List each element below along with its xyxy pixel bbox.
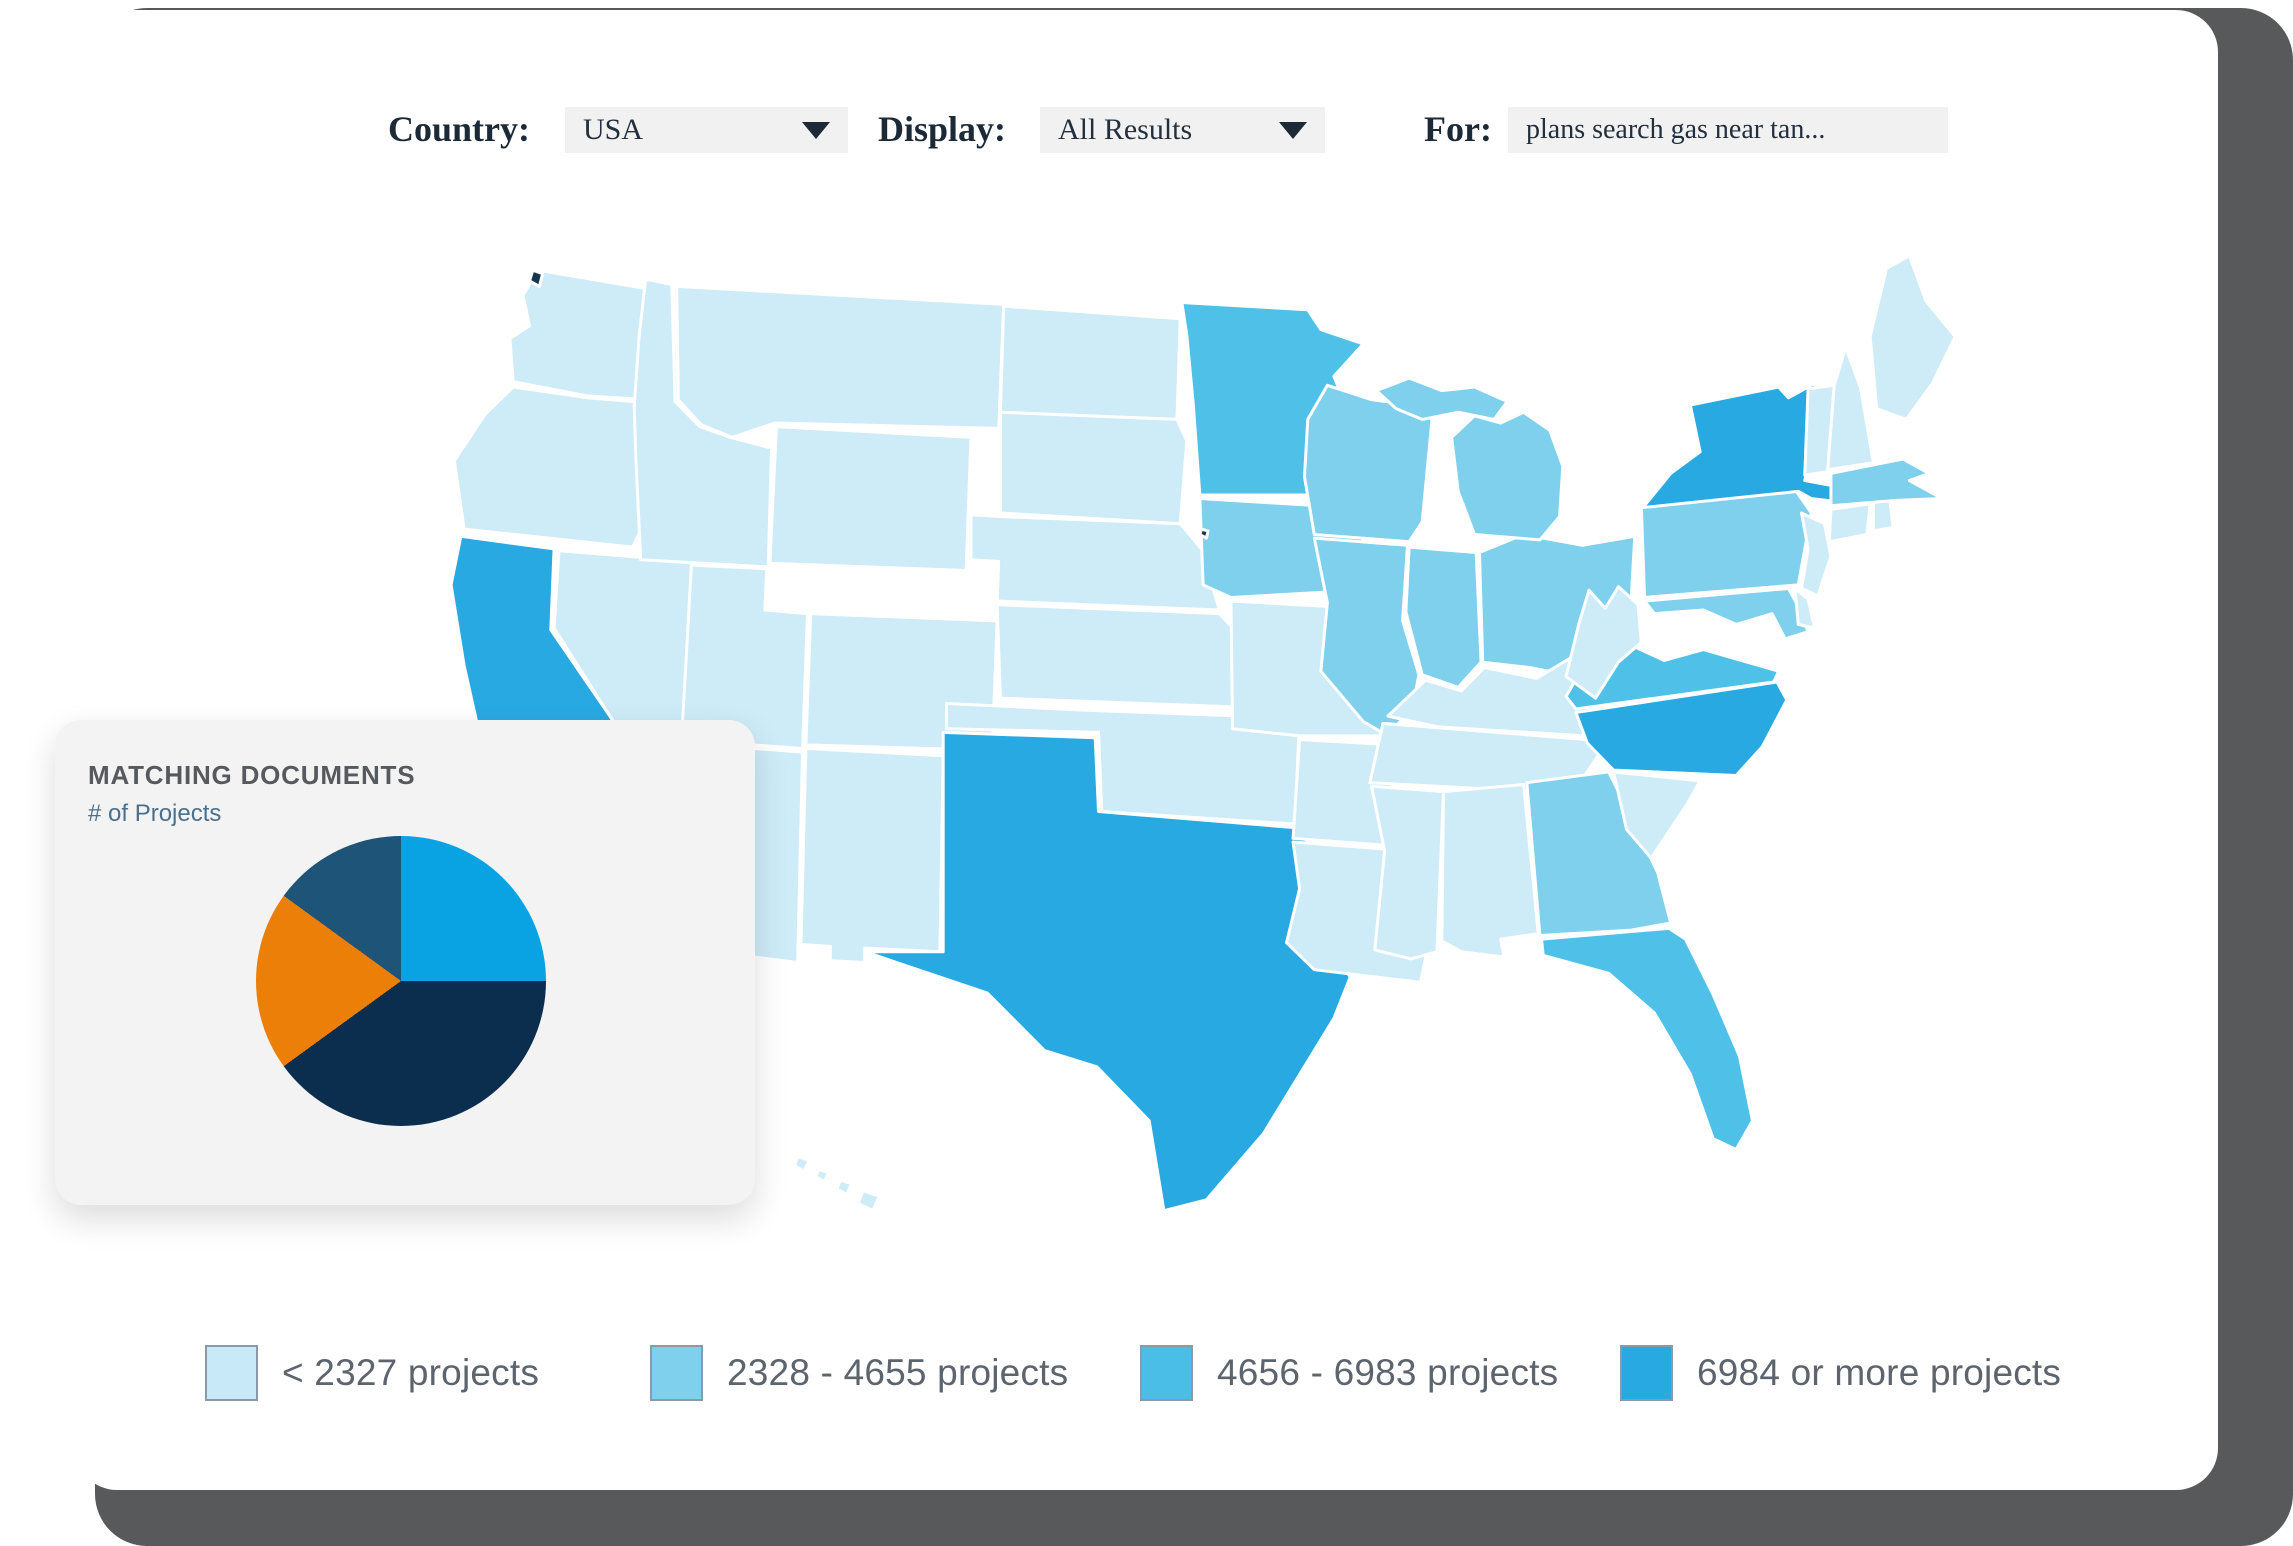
state-ID[interactable] bbox=[634, 279, 771, 567]
state-DE[interactable] bbox=[1795, 588, 1815, 628]
state-IN[interactable] bbox=[1406, 547, 1481, 687]
panel-title: MATCHING DOCUMENTS bbox=[88, 760, 416, 790]
state-NC[interactable] bbox=[1576, 682, 1787, 776]
state-MA[interactable] bbox=[1831, 459, 1942, 506]
country-dropdown[interactable]: USA bbox=[565, 107, 848, 153]
state-WY[interactable] bbox=[770, 427, 971, 571]
search-value: plans search gas near tan... bbox=[1526, 114, 1826, 145]
state-NH[interactable] bbox=[1828, 348, 1874, 470]
state-FL[interactable] bbox=[1542, 928, 1753, 1149]
state-SC[interactable] bbox=[1613, 772, 1700, 858]
legend-item: 4656 - 6983 projects bbox=[1140, 1345, 1558, 1401]
state-TX[interactable] bbox=[865, 732, 1351, 1210]
projects-pie-chart bbox=[256, 836, 546, 1126]
panel-subtitle: # of Projects bbox=[88, 800, 222, 827]
state-WV[interactable] bbox=[1566, 587, 1641, 698]
state-IL[interactable] bbox=[1314, 538, 1419, 736]
state-GA[interactable] bbox=[1527, 772, 1671, 936]
display-label: Display: bbox=[878, 109, 1007, 149]
state-TN[interactable] bbox=[1370, 723, 1605, 793]
state-HI[interactable] bbox=[837, 1180, 852, 1194]
usa-choropleth-map[interactable] bbox=[420, 245, 1965, 1270]
legend-item: 6984 or more projects bbox=[1620, 1345, 2061, 1401]
legend-label-tier1: < 2327 projects bbox=[282, 1352, 540, 1393]
state-CT[interactable] bbox=[1829, 504, 1870, 542]
state-HI[interactable] bbox=[794, 1157, 809, 1171]
legend-swatch-tier2 bbox=[650, 1345, 703, 1401]
state-NJ[interactable] bbox=[1802, 513, 1831, 596]
legend-swatch-tier3 bbox=[1140, 1345, 1193, 1401]
legend-label-tier2: 2328 - 4655 projects bbox=[727, 1352, 1069, 1393]
usa-map-svg[interactable] bbox=[420, 245, 1965, 1270]
state-MI[interactable] bbox=[1376, 378, 1507, 419]
state-KS[interactable] bbox=[997, 605, 1242, 708]
state-MI[interactable] bbox=[1452, 412, 1563, 540]
legend-swatch-tier4 bbox=[1620, 1345, 1673, 1401]
matching-documents-panel: MATCHING DOCUMENTS # of Projects bbox=[55, 720, 755, 1205]
state-ME[interactable] bbox=[1870, 256, 1955, 420]
state-OR[interactable] bbox=[454, 387, 676, 547]
legend-item: < 2327 projects bbox=[205, 1345, 539, 1401]
for-label: For: bbox=[1424, 109, 1492, 149]
missouri-river-mark bbox=[1200, 529, 1208, 538]
state-HI[interactable] bbox=[858, 1191, 879, 1211]
state-MD[interactable] bbox=[1645, 588, 1808, 638]
state-AL[interactable] bbox=[1442, 784, 1538, 957]
state-NM[interactable] bbox=[801, 749, 943, 963]
display-value: All Results bbox=[1058, 113, 1193, 146]
search-input[interactable]: plans search gas near tan... bbox=[1508, 107, 1948, 153]
state-SD[interactable] bbox=[1000, 412, 1186, 523]
state-VT[interactable] bbox=[1805, 385, 1834, 475]
legend-label-tier3: 4656 - 6983 projects bbox=[1217, 1352, 1559, 1393]
state-MS[interactable] bbox=[1372, 786, 1444, 959]
puget-sound-islands-mark bbox=[530, 270, 543, 286]
country-value: USA bbox=[583, 113, 644, 146]
country-label: Country: bbox=[388, 109, 530, 149]
chevron-down-icon bbox=[1279, 121, 1307, 139]
legend-label-tier4: 6984 or more projects bbox=[1697, 1352, 2062, 1393]
state-HI[interactable] bbox=[816, 1169, 829, 1182]
state-NE[interactable] bbox=[971, 515, 1220, 610]
chevron-down-icon bbox=[802, 121, 830, 139]
state-MT[interactable] bbox=[677, 286, 1004, 437]
legend-item: 2328 - 4655 projects bbox=[650, 1345, 1068, 1401]
legend-swatch-tier1 bbox=[205, 1345, 258, 1401]
display-dropdown[interactable]: All Results bbox=[1040, 107, 1325, 153]
state-ND[interactable] bbox=[1000, 306, 1180, 419]
